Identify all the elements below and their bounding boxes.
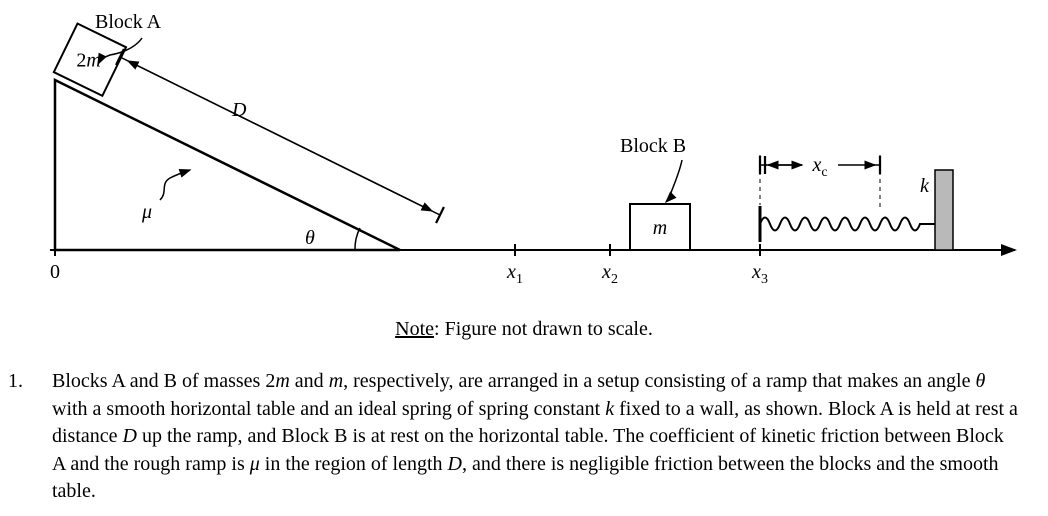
- note-text: : Figure not drawn to scale.: [434, 318, 653, 340]
- tick-label-x2: x2: [601, 261, 618, 287]
- theta-label: θ: [305, 227, 315, 249]
- block-b-title: Block B: [620, 135, 686, 157]
- note-prefix: Note: [395, 318, 434, 340]
- wall: [935, 170, 953, 250]
- problem-body: Blocks A and B of masses 2m and m, respe…: [52, 370, 1018, 502]
- mu-label: μ: [141, 201, 152, 223]
- figure-note: Note: Figure not drawn to scale.: [0, 318, 1048, 341]
- xc-measure: xc: [760, 154, 880, 210]
- page: 0 x1 x2 x3 θ μ 2m: [0, 0, 1048, 516]
- d-label: D: [231, 99, 247, 121]
- xc-label: xc: [811, 154, 827, 180]
- physics-diagram: 0 x1 x2 x3 θ μ 2m: [0, 0, 1048, 310]
- ramp: [55, 80, 400, 250]
- problem-statement: 1.Blocks A and B of masses 2m and m, res…: [30, 368, 1020, 506]
- tick-label-x1: x1: [506, 261, 523, 287]
- block-a-title: Block A: [95, 11, 162, 33]
- spring: [760, 218, 935, 231]
- k-label: k: [920, 175, 930, 197]
- svg-text:2m: 2m: [76, 49, 100, 71]
- problem-number: 1.: [30, 368, 52, 396]
- block-b-pointer: [666, 160, 682, 202]
- diagram-svg: 0 x1 x2 x3 θ μ 2m: [0, 0, 1048, 310]
- tick-label-0: 0: [50, 261, 60, 283]
- theta-arc: [355, 228, 360, 250]
- mu-squiggle: [160, 170, 190, 200]
- block-b-mass: m: [653, 217, 667, 239]
- tick-label-x3: x3: [751, 261, 768, 287]
